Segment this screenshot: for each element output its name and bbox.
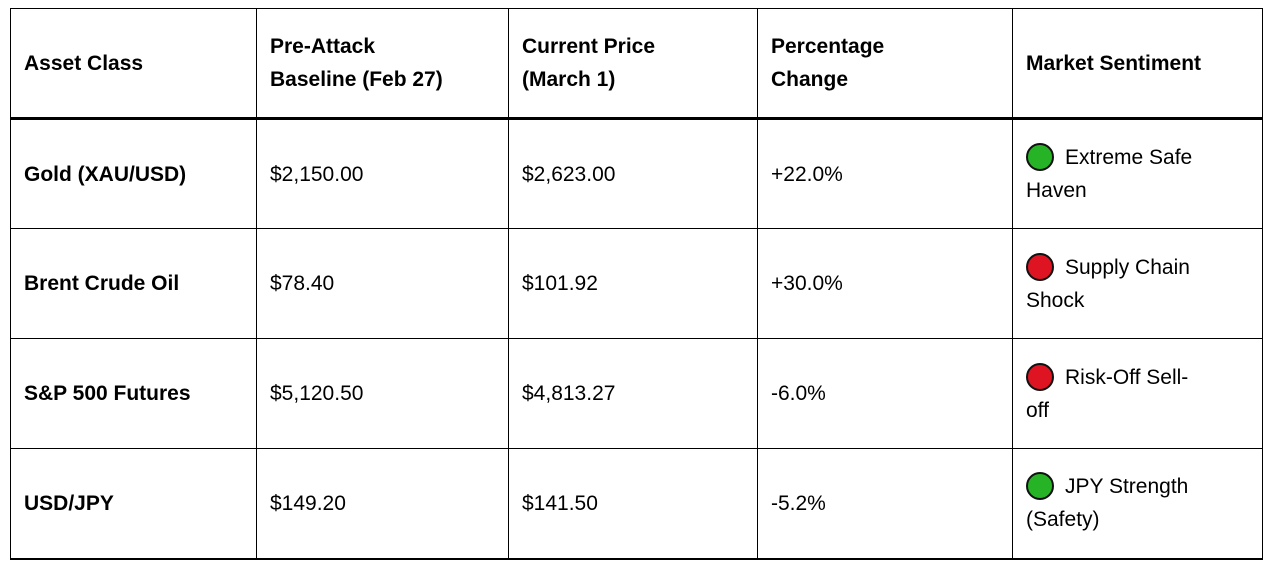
- table-row: Gold (XAU/USD) $2,150.00 $2,623.00 +22.0% Ex…: [10, 118, 1263, 229]
- sentiment: JPY Strength (Safety): [1026, 470, 1206, 536]
- cell-asset: Gold (XAU/USD): [10, 118, 257, 229]
- cell-current: $101.92: [508, 228, 758, 339]
- header-row: Asset Class Pre-Attack Baseline (Feb 27) C…: [10, 8, 1263, 120]
- cell-change: -6.0%: [757, 338, 1013, 449]
- table-row: USD/JPY $149.20 $141.50 -5.2% JPY Strength (…: [10, 448, 1263, 559]
- column-header-label: Percentage Change: [771, 35, 885, 91]
- cell-current: $2,623.00: [508, 118, 758, 229]
- sentiment-label: JPY Strength (Safety): [1026, 475, 1189, 532]
- column-header-sentiment: Market Sentiment: [1012, 8, 1263, 120]
- cell-sentiment: JPY Strength (Safety): [1012, 448, 1263, 559]
- sentiment-label: Supply Chain Shock: [1026, 255, 1190, 312]
- cell-change: +30.0%: [757, 228, 1013, 339]
- cell-sentiment: Supply Chain Shock: [1012, 228, 1263, 339]
- red-circle-icon: [1026, 252, 1054, 281]
- cell-change: -5.2%: [757, 448, 1013, 559]
- cell-change: +22.0%: [757, 118, 1013, 229]
- cell-sentiment: Risk-Off Sell-off: [1012, 338, 1263, 449]
- cell-current: $4,813.27: [508, 338, 758, 449]
- red-circle-icon: [1026, 362, 1054, 391]
- column-header-label: Asset Class: [24, 51, 144, 75]
- column-header-asset: Asset Class: [10, 8, 257, 120]
- sentiment-label: Extreme Safe Haven: [1026, 146, 1193, 202]
- table-row: S&P 500 Futures $5,120.50 $4,813.27 -6.0% Ri…: [10, 338, 1263, 449]
- cell-asset: USD/JPY: [10, 448, 257, 559]
- cell-baseline: $5,120.50: [256, 338, 509, 449]
- cell-current: $141.50: [508, 448, 758, 559]
- sentiment-label: Risk-Off Sell-off: [1026, 365, 1189, 422]
- sentiment: Supply Chain Shock: [1026, 251, 1206, 317]
- column-header-label: Market Sentiment: [1026, 51, 1202, 75]
- column-header-baseline: Pre-Attack Baseline (Feb 27): [256, 8, 509, 120]
- column-header-current: Current Price (March 1): [508, 8, 758, 120]
- column-header-label: Current Price (March 1): [522, 35, 656, 91]
- cell-baseline: $2,150.00: [256, 118, 509, 229]
- green-circle-icon: [1026, 472, 1054, 501]
- cell-asset: Brent Crude Oil: [10, 228, 257, 339]
- table-row: Brent Crude Oil $78.40 $101.92 +30.0% Supply…: [10, 228, 1263, 339]
- cell-asset: S&P 500 Futures: [10, 338, 257, 449]
- green-circle-icon: [1026, 143, 1054, 171]
- column-header-label: Pre-Attack Baseline (Feb 27): [270, 35, 443, 91]
- cell-sentiment: Extreme Safe Haven: [1012, 118, 1263, 229]
- cell-baseline: $78.40: [256, 228, 509, 339]
- table-body: Gold (XAU/USD) $2,150.00 $2,623.00 +22.0% Ex…: [10, 118, 1263, 559]
- column-header-change: Percentage Change: [757, 8, 1013, 120]
- sentiment: Risk-Off Sell-off: [1026, 361, 1206, 427]
- sentiment: Extreme Safe Haven: [1026, 141, 1206, 207]
- market-impact-table: Asset Class Pre-Attack Baseline (Feb 27) C…: [10, 8, 1263, 560]
- cell-baseline: $149.20: [256, 448, 509, 559]
